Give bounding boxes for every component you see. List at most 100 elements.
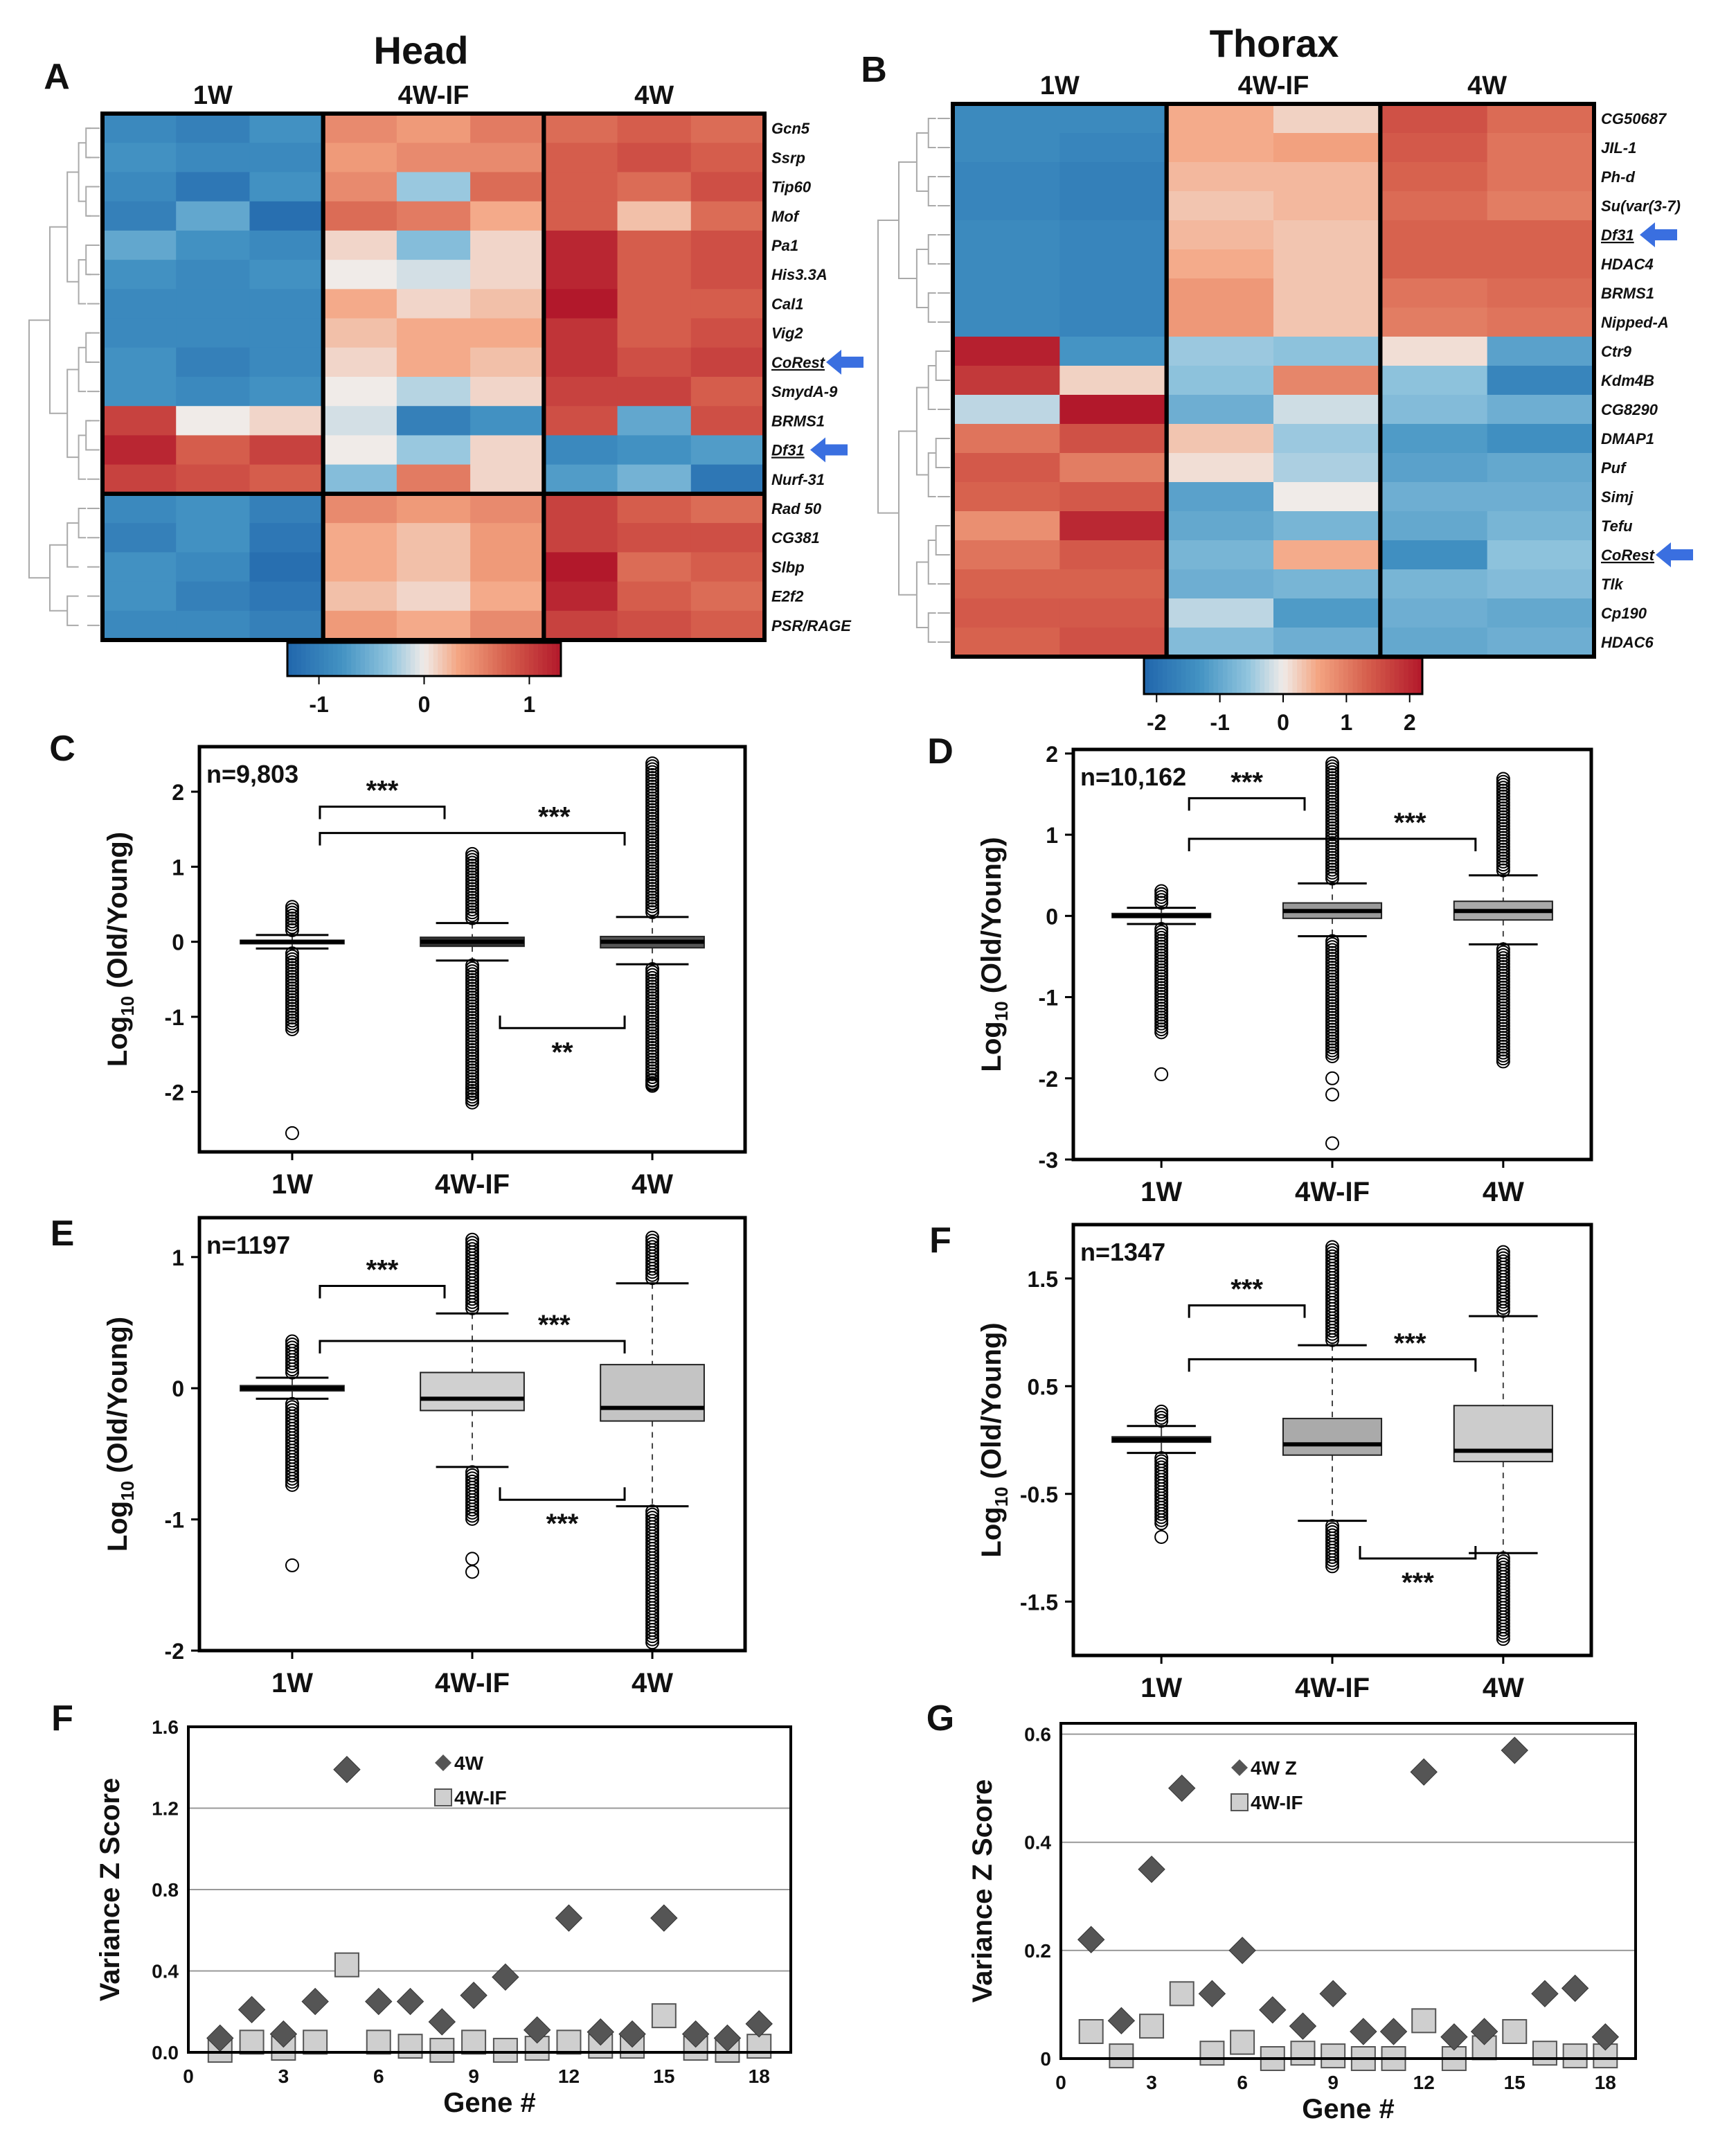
colorbar-tick-label: -1 <box>1210 710 1229 735</box>
heatmap-cell <box>1059 628 1167 657</box>
heatmap-cell <box>544 610 618 641</box>
data-point-4w <box>492 1963 519 1991</box>
heatmap-cell <box>323 377 397 407</box>
row-dendrogram <box>28 127 100 626</box>
row-dendrogram <box>877 118 950 643</box>
colorbar-segment <box>433 643 438 676</box>
heatmap-cell <box>396 435 471 465</box>
colorbar-segment <box>296 643 302 676</box>
colorbar-segment <box>1199 658 1205 694</box>
colorbar-segment <box>460 643 466 676</box>
outlier-point <box>1325 1243 1339 1257</box>
heatmap-cell <box>1487 162 1595 192</box>
heatmap-cell <box>249 143 324 173</box>
heatmap-cell <box>102 464 177 495</box>
outlier-point <box>645 1234 660 1248</box>
heatmap-cell <box>617 610 692 641</box>
colorbar-segment <box>337 643 343 676</box>
outlier-point <box>465 1086 479 1101</box>
colorbar-tick-label: 0 <box>1277 710 1289 735</box>
heatmap-cell <box>249 230 324 260</box>
data-point-4w <box>745 2010 773 2038</box>
x-axis-label: Gene # <box>1302 2094 1394 2124</box>
heatmap-cell <box>953 424 1060 454</box>
colorbar-segment <box>1278 658 1284 694</box>
outlier-point <box>1154 1513 1169 1527</box>
panel-label: F <box>51 1698 73 1739</box>
data-point-4w <box>460 1982 487 2009</box>
colorbar-segment <box>1213 658 1219 694</box>
heatmap-cell <box>102 289 177 319</box>
heatmap-cell <box>249 493 324 524</box>
data-point-4wif <box>303 2029 328 2055</box>
heatmap-cell <box>690 406 765 436</box>
heatmap-cell <box>176 406 251 436</box>
x-tick-label: 0 <box>183 2066 194 2087</box>
heatmap-cell <box>1166 366 1274 396</box>
plot-frame <box>1071 747 1593 1162</box>
y-tick-label: -2 <box>165 1080 184 1105</box>
heatmap-cell <box>102 493 177 524</box>
colorbar-segment <box>1251 658 1256 694</box>
outlier-point <box>645 1629 660 1644</box>
colorbar-segment <box>1297 658 1303 694</box>
data-point-4wif <box>461 2029 487 2055</box>
gene-label: Gcn5 <box>771 120 810 137</box>
x-tick-label: 18 <box>1595 2072 1616 2093</box>
colorbar-segment <box>410 643 415 676</box>
colorbar-segment <box>1269 658 1275 694</box>
heatmap-cell <box>1059 337 1167 366</box>
data-point-4w <box>555 1904 583 1932</box>
colorbar-segment <box>506 643 512 676</box>
heatmap-cell <box>176 201 251 231</box>
gene-label: Ctr9 <box>1601 343 1632 360</box>
outlier-point <box>465 846 479 861</box>
heatmap-cell <box>249 260 324 290</box>
heatmap-cell <box>1487 569 1595 599</box>
heatmap-cell <box>176 377 251 407</box>
outlier-point <box>1325 1087 1339 1102</box>
heatmap-cell <box>396 172 471 202</box>
x-category-label: 1W <box>1140 1177 1182 1207</box>
heatmap-cell <box>1273 278 1381 308</box>
y-tick-label: -1 <box>165 1508 184 1533</box>
heatmap-cell <box>1380 104 1488 134</box>
dendrogram-branch <box>898 430 917 596</box>
heatmap-cell <box>1487 598 1595 628</box>
heatmap-cell <box>1059 249 1167 279</box>
dendrogram-branch <box>927 292 936 323</box>
colorbar-segment <box>1417 658 1423 694</box>
heatmap-cell <box>470 610 544 641</box>
heatmap-cell <box>690 581 765 612</box>
colorbar-segment <box>1306 658 1312 694</box>
heatmap-cell <box>1380 278 1488 308</box>
colorbar-segment <box>355 643 361 676</box>
outlier-point <box>1496 772 1510 786</box>
colorbar-segment <box>1255 658 1261 694</box>
significance-bracket <box>499 1487 626 1501</box>
data-point-4w <box>1591 2023 1620 2051</box>
outlier-point <box>1496 1245 1510 1259</box>
heatmap-cell <box>1166 395 1274 425</box>
x-category-label: 1W <box>1140 1673 1182 1703</box>
dendrogram-branch <box>935 525 941 556</box>
outlier-point <box>1154 1404 1169 1419</box>
heatmap-cell <box>953 220 1060 250</box>
heatmap-cell <box>249 406 324 436</box>
heatmap-cell <box>1273 395 1381 425</box>
heatmap-cell <box>396 114 471 143</box>
heatmap-cell <box>1380 453 1488 483</box>
data-point-4wif <box>1290 2041 1316 2066</box>
gene-label: Tip60 <box>771 179 812 196</box>
colorbar-segment <box>1404 658 1409 694</box>
significance-stars: ** <box>551 1037 573 1067</box>
outlier-point <box>1496 1622 1510 1637</box>
colorbar-segment <box>465 643 470 676</box>
n-count-label: n=1197 <box>206 1231 290 1259</box>
data-point-4wif <box>366 2029 391 2055</box>
heatmap-cell <box>544 552 618 583</box>
colorbar-segment <box>1153 658 1158 694</box>
heatmap-cell <box>1487 424 1595 454</box>
heatmap-cell <box>953 598 1060 628</box>
